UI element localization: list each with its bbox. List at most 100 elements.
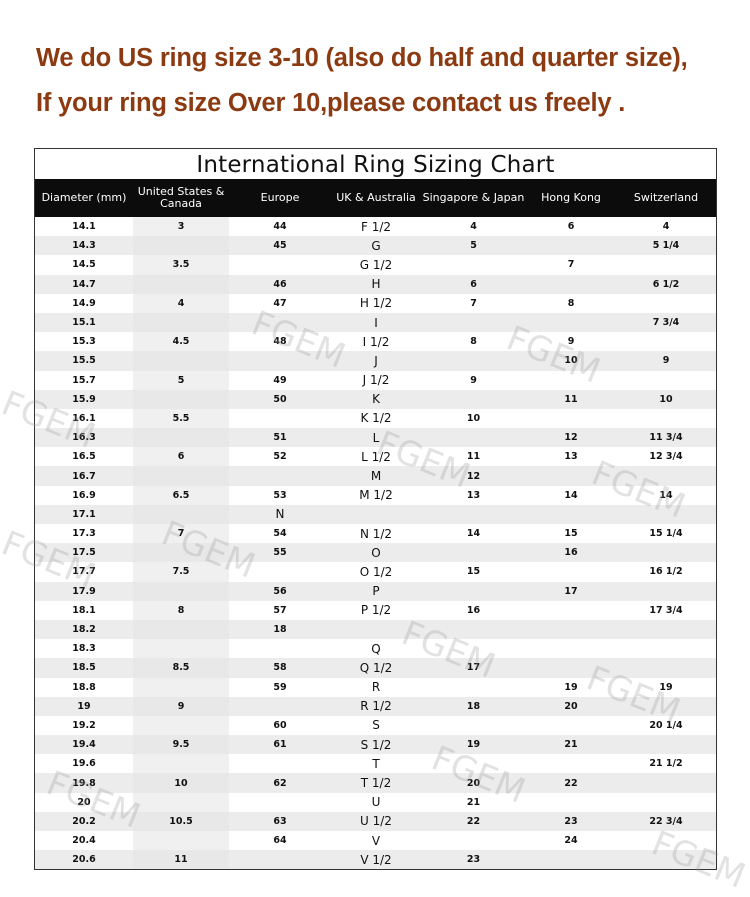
table-cell [133,312,229,333]
table-cell: F 1/2 [360,219,392,234]
table-row: 16.7 M 12 [35,466,716,486]
table-row: 19.6 T 21 1/2 [35,754,716,774]
table-row: 16.5 6 52 L 1/2 11 13 12 3/4 [35,447,716,467]
table-cell: 10 [466,412,481,424]
table-cell: 9 [133,696,229,716]
table-cell: 45 [229,236,331,256]
table-cell: V [371,833,381,848]
table-cell: 11 3/4 [616,428,716,448]
column-header: UK & Australia [331,179,421,217]
table-cell [616,793,716,812]
table-row: 17.1 N [35,504,716,524]
table-cell: 15.9 [35,389,133,409]
ring-size-table: Diameter (mm) United States & Canada Europ… [35,179,716,870]
table-cell: 18.3 [72,643,96,655]
table-cell [133,831,229,851]
table-cell: J 1/2 [362,373,390,388]
chart-title: International Ring Sizing Chart [196,152,555,178]
table-cell [229,409,331,428]
table-cell: 17.1 [35,504,133,524]
table-cell: 5 1/4 [616,236,716,256]
table-cell: 14.5 [72,259,96,271]
table-cell: J [331,351,421,371]
table-cell: 6 1/2 [616,274,716,294]
table-cell [421,255,526,274]
table-cell: P [331,581,421,601]
table-cell: 16.5 [72,451,96,463]
table-cell: 14 [466,528,481,540]
table-cell: G 1/2 [359,257,393,272]
table-cell: 16.1 [72,412,96,424]
table-cell: 20 [526,696,616,716]
table-row: 17.7 7.5 O 1/2 15 16 1/2 [35,562,716,582]
table-cell: 15.7 [72,374,96,386]
table-cell [133,428,229,448]
table-cell: 6.5 [133,485,229,505]
table-cell [526,371,616,390]
table-cell: 18.5 [35,658,133,678]
table-cell [421,428,526,448]
table-cell: 18.2 [35,619,133,640]
table-cell [421,543,526,563]
table-cell: 8 [470,336,477,348]
table-row: 18.3 Q [35,639,716,659]
table-cell: 5 [421,236,526,256]
table-cell: 16.7 [35,466,133,486]
table-row: 15.9 50 K 11 10 [35,389,716,409]
table-cell: 14.7 [35,274,133,294]
table-cell [229,793,331,812]
table-cell: M 1/2 [359,488,393,503]
table-cell [421,351,526,371]
column-header: Hong Kong [526,179,616,217]
table-cell: 15 [564,528,578,540]
table-cell: N [229,504,331,524]
column-header: United States & Canada [133,179,229,217]
table-cell [526,658,616,678]
table-cell: O 1/2 [359,564,393,579]
table-cell: 11 [466,451,481,463]
table-row: 18.1 8 57 P 1/2 16 17 3/4 [35,600,716,620]
table-cell [421,504,526,524]
table-cell [229,562,331,581]
table-cell [616,409,716,428]
table-cell: 17.3 [72,528,96,540]
table-cell: 20 [77,796,91,808]
table-cell: T 1/2 [331,773,421,793]
table-cell: 20 [421,773,526,793]
table-cell: K [331,389,421,409]
table-cell [133,792,229,812]
table-cell: 4 [133,293,229,313]
table-cell: 7.5 [133,562,229,582]
table-cell [229,754,331,773]
table-cell: 52 [273,451,287,463]
table-cell: 18.8 [72,681,96,693]
table-cell [526,793,616,812]
table-row: 19 9 R 1/2 18 20 [35,696,716,716]
table-row: 16.1 5.5 K 1/2 10 [35,408,716,429]
table-cell [133,639,229,659]
table-cell: 21 [466,796,481,808]
table-cell: 16 [526,543,616,563]
table-cell: 19 [35,696,133,716]
table-cell: 9 [567,336,575,348]
table-cell: 19.2 [72,719,96,731]
table-cell: 44 [273,221,287,233]
table-cell [616,639,716,658]
table-row: 19.8 10 62 T 1/2 20 22 [35,773,716,793]
table-cell: S 1/2 [331,735,421,755]
table-cell [526,409,616,428]
table-cell: 19 [564,681,578,693]
table-cell [133,619,229,640]
table-cell: 17.9 [35,581,133,601]
table-cell [616,850,716,870]
table-cell [421,581,526,601]
table-cell: 13 [564,451,578,463]
table-cell: V 1/2 [331,850,421,870]
table-cell [133,389,229,409]
table-cell [616,619,716,640]
table-row: 14.1 3 44 F 1/2 4 6 4 [35,217,716,237]
table-cell: P 1/2 [360,603,392,618]
table-cell [421,312,526,333]
table-cell [421,389,526,409]
table-cell: L [331,428,421,448]
